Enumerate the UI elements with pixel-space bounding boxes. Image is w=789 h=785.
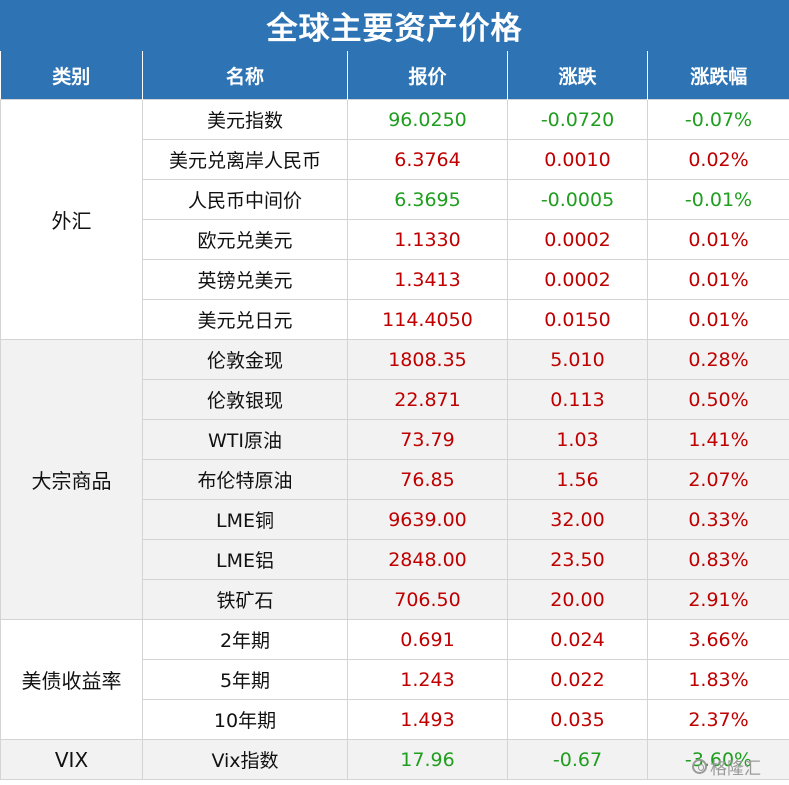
- change-cell: -0.0005: [507, 179, 648, 220]
- table-row: VIX Vix指数 17.96 -0.67 -3.60%: [0, 739, 789, 780]
- name-cell: 伦敦银现: [142, 379, 348, 420]
- change-cell: 0.022: [507, 659, 648, 700]
- price-cell: 73.79: [347, 419, 508, 460]
- table-row: 布伦特原油 76.85 1.56 2.07%: [1, 459, 789, 500]
- change-cell: 0.024: [507, 619, 648, 660]
- change-cell: 23.50: [507, 539, 648, 580]
- change-pct-cell: -0.01%: [647, 179, 789, 220]
- header-name: 名称: [142, 51, 348, 100]
- price-cell: 706.50: [347, 579, 508, 620]
- price-cell: 96.0250: [347, 99, 508, 140]
- table-row: 欧元兑美元 1.1330 0.0002 0.01%: [1, 219, 789, 260]
- table-title: 全球主要资产价格: [0, 0, 789, 51]
- price-cell: 1.1330: [347, 219, 508, 260]
- table-row: 伦敦银现 22.871 0.113 0.50%: [1, 379, 789, 420]
- change-cell: 32.00: [507, 499, 648, 540]
- price-cell: 2848.00: [347, 539, 508, 580]
- table-row: 大宗商品 伦敦金现 1808.35 5.010 0.28%: [0, 339, 789, 620]
- table-row: LME铜 9639.00 32.00 0.33%: [1, 499, 789, 540]
- change-cell: 0.0002: [507, 259, 648, 300]
- price-cell: 6.3695: [347, 179, 508, 220]
- table-row: 美元兑离岸人民币 6.3764 0.0010 0.02%: [1, 139, 789, 180]
- price-cell: 0.691: [347, 619, 508, 660]
- header-change-pct: 涨跌幅: [647, 51, 789, 100]
- table-row: 10年期 1.493 0.035 2.37%: [1, 699, 789, 740]
- name-cell: 铁矿石: [142, 579, 348, 620]
- change-pct-cell: 3.66%: [647, 619, 789, 660]
- name-cell: Vix指数: [142, 739, 348, 780]
- table-row: 5年期 1.243 0.022 1.83%: [1, 659, 789, 700]
- header-price: 报价: [347, 51, 508, 100]
- change-pct-cell: 2.07%: [647, 459, 789, 500]
- name-cell: 10年期: [142, 699, 348, 740]
- change-pct-cell: 0.02%: [647, 139, 789, 180]
- name-cell: 英镑兑美元: [142, 259, 348, 300]
- change-cell: -0.67: [507, 739, 648, 780]
- price-cell: 76.85: [347, 459, 508, 500]
- gelonghui-logo-icon: [692, 759, 707, 774]
- change-cell: 20.00: [507, 579, 648, 620]
- table-row: 美债收益率 2年期 0.691 0.024 3.66%: [0, 619, 789, 740]
- name-cell: WTI原油: [142, 419, 348, 460]
- change-pct-cell: 0.83%: [647, 539, 789, 580]
- change-cell: 5.010: [507, 339, 648, 380]
- name-cell: 5年期: [142, 659, 348, 700]
- change-cell: 0.0150: [507, 299, 648, 340]
- change-cell: 0.0002: [507, 219, 648, 260]
- header-row: 类别 名称 报价 涨跌 涨跌幅: [0, 51, 789, 100]
- price-cell: 6.3764: [347, 139, 508, 180]
- name-cell: 欧元兑美元: [142, 219, 348, 260]
- name-cell: 人民币中间价: [142, 179, 348, 220]
- change-pct-cell: 0.50%: [647, 379, 789, 420]
- name-cell: 伦敦金现: [142, 339, 348, 380]
- watermark: 格隆汇: [692, 754, 761, 779]
- change-cell: 0.0010: [507, 139, 648, 180]
- category-cell: VIX: [0, 739, 143, 780]
- price-cell: 1.3413: [347, 259, 508, 300]
- asset-price-table: 类别 名称 报价 涨跌 涨跌幅 外汇 美元指数 96.0250 -0.0720 -0.0…: [0, 51, 789, 780]
- price-cell: 1.493: [347, 699, 508, 740]
- change-cell: 0.113: [507, 379, 648, 420]
- price-cell: 9639.00: [347, 499, 508, 540]
- watermark-text: 格隆汇: [710, 759, 761, 779]
- price-cell: 114.4050: [347, 299, 508, 340]
- name-cell: LME铜: [142, 499, 348, 540]
- price-cell: 1808.35: [347, 339, 508, 380]
- change-pct-cell: 0.01%: [647, 299, 789, 340]
- change-pct-cell: 0.28%: [647, 339, 789, 380]
- header-category: 类别: [0, 51, 143, 100]
- price-cell: 22.871: [347, 379, 508, 420]
- category-cell: 美债收益率: [0, 619, 143, 740]
- change-pct-cell: 0.33%: [647, 499, 789, 540]
- change-pct-cell: 0.01%: [647, 219, 789, 260]
- change-pct-cell: -0.07%: [647, 99, 789, 140]
- change-cell: -0.0720: [507, 99, 648, 140]
- category-cell: 大宗商品: [0, 339, 143, 620]
- change-pct-cell: 1.41%: [647, 419, 789, 460]
- header-change: 涨跌: [507, 51, 648, 100]
- table-row: WTI原油 73.79 1.03 1.41%: [1, 419, 789, 460]
- table-row: LME铝 2848.00 23.50 0.83%: [1, 539, 789, 580]
- change-pct-cell: 1.83%: [647, 659, 789, 700]
- change-pct-cell: 2.91%: [647, 579, 789, 620]
- name-cell: LME铝: [142, 539, 348, 580]
- change-pct-cell: 0.01%: [647, 259, 789, 300]
- category-cell: 外汇: [0, 99, 143, 340]
- change-cell: 1.03: [507, 419, 648, 460]
- change-pct-cell: 2.37%: [647, 699, 789, 740]
- price-cell: 17.96: [347, 739, 508, 780]
- name-cell: 2年期: [142, 619, 348, 660]
- name-cell: 美元指数: [142, 99, 348, 140]
- price-cell: 1.243: [347, 659, 508, 700]
- name-cell: 美元兑离岸人民币: [142, 139, 348, 180]
- name-cell: 美元兑日元: [142, 299, 348, 340]
- name-cell: 布伦特原油: [142, 459, 348, 500]
- table-row: 外汇 美元指数 96.0250 -0.0720 -0.07%: [0, 99, 789, 340]
- table-row: 英镑兑美元 1.3413 0.0002 0.01%: [1, 259, 789, 300]
- change-cell: 1.56: [507, 459, 648, 500]
- table-row: 人民币中间价 6.3695 -0.0005 -0.01%: [1, 179, 789, 220]
- change-cell: 0.035: [507, 699, 648, 740]
